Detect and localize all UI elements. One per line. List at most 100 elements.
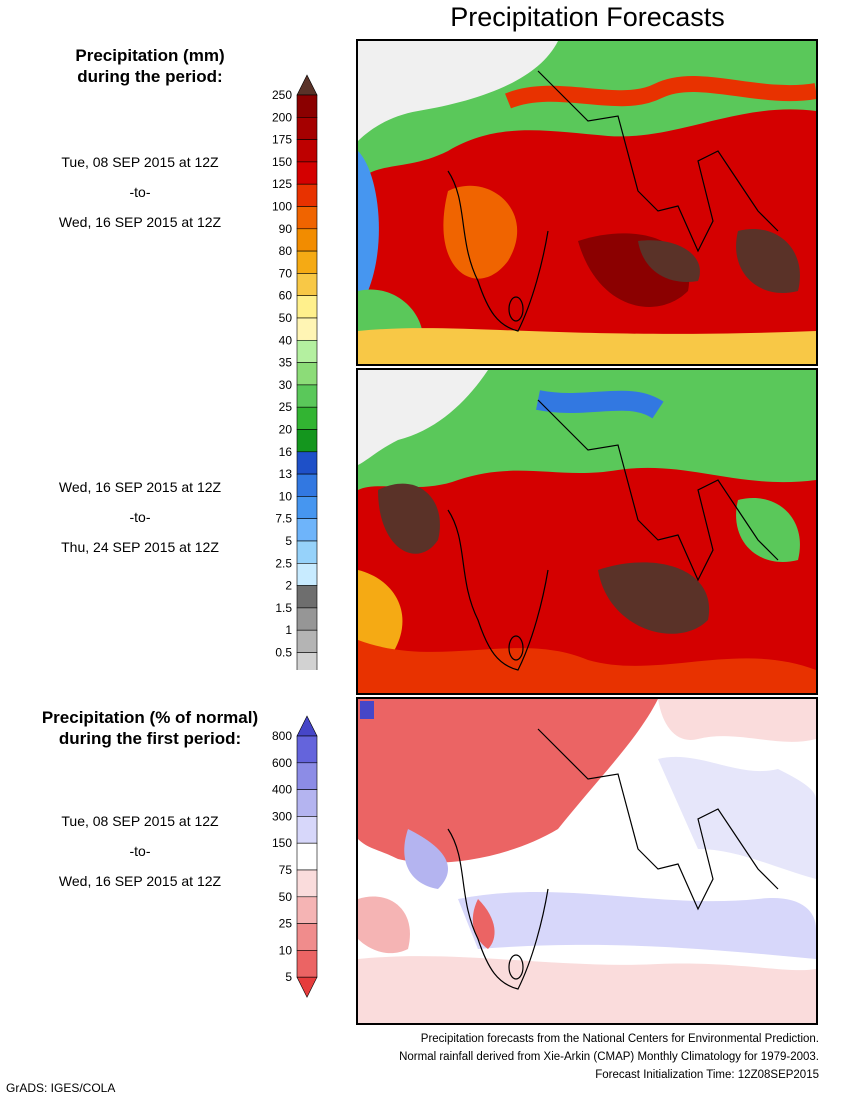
- colorbar-tick-label: 90: [279, 222, 293, 236]
- credits-line1: Precipitation forecasts from the Nationa…: [420, 1033, 819, 1045]
- colorbar-swatch: [296, 518, 318, 542]
- colorbar-tick-label: 200: [272, 110, 292, 124]
- colorbar-tick-label: 300: [272, 809, 292, 823]
- colorbar-swatch: [296, 139, 318, 163]
- colorbar-tick-label: 1: [285, 623, 292, 637]
- colorbar-tick-label: 125: [272, 177, 292, 191]
- colorbar-swatch: [296, 607, 318, 631]
- period2-to: Thu, 24 SEP 2015 at 12Z: [61, 539, 219, 555]
- colorbar-tick-label: 70: [279, 266, 293, 280]
- colorbar-tick-label: 100: [272, 200, 292, 214]
- colorbar-swatch: [296, 540, 318, 564]
- period1-from: Tue, 08 SEP 2015 at 12Z: [61, 154, 219, 170]
- credits: Precipitation forecasts from the Nationa…: [399, 1030, 819, 1084]
- colorbar-tick-label: 150: [272, 155, 292, 169]
- colorbar-tick-label: 400: [272, 783, 292, 797]
- colorbar-swatch: [296, 228, 318, 252]
- colorbar-tick-label: 25: [279, 400, 293, 414]
- colorbar-swatch: [296, 562, 318, 586]
- colorbar-swatch: [296, 339, 318, 363]
- colorbar-swatch: [296, 161, 318, 185]
- colorbar-swatch: [296, 295, 318, 319]
- period2-from: Wed, 16 SEP 2015 at 12Z: [58, 479, 222, 495]
- colorbar-swatch: [296, 451, 318, 475]
- colorbar-tick-label: 75: [279, 863, 293, 877]
- colorbar-tick-label: 250: [272, 88, 292, 102]
- colorbar-tick-label: 50: [279, 890, 293, 904]
- colorbar-swatch: [296, 842, 318, 871]
- credits-line2: Normal rainfall derived from Xie-Arkin (…: [399, 1051, 819, 1063]
- colorbar-arrow-top: [296, 74, 318, 96]
- colorbar-tick-label: 600: [272, 756, 292, 770]
- colorbar-arrow-top: [296, 715, 318, 737]
- colorbar-tick-label: 13: [279, 467, 293, 481]
- colorbar-tick-label: 50: [279, 311, 293, 325]
- colorbar-tick-label: 10: [279, 943, 293, 957]
- colorbar-swatch: [296, 273, 318, 296]
- colorbar-swatch: [296, 496, 318, 519]
- colorbar-arrow-bottom: [296, 976, 318, 998]
- colorbar-tick-label: 800: [272, 729, 292, 743]
- colorbar-swatch: [296, 869, 318, 898]
- percent-normal-map: [356, 697, 818, 1025]
- colorbar-swatch: [296, 94, 318, 118]
- period1-separator: -to-: [129, 184, 151, 200]
- anomaly-legend-heading: Precipitation (% of normal) during the f…: [20, 707, 280, 749]
- colorbar-tick-label: 35: [279, 356, 293, 370]
- colorbar-swatch: [296, 473, 318, 497]
- period1-label: Tue, 08 SEP 2015 at 12Z -to- Wed, 16 SEP…: [20, 152, 260, 232]
- amount-legend-heading-line2: during the period:: [77, 67, 223, 86]
- colorbar-swatch: [296, 923, 318, 951]
- colorbar-tick-label: 2: [285, 579, 292, 593]
- forecast-map-period2: [356, 368, 818, 695]
- colorbar-tick-label: 10: [279, 489, 293, 503]
- colorbar-tick-label: 0.5: [275, 646, 292, 660]
- colorbar-swatch: [296, 116, 318, 140]
- colorbar-swatch: [296, 362, 318, 386]
- colorbar-swatch: [296, 183, 318, 207]
- forecast-map-period1-image: [358, 41, 816, 364]
- colorbar-swatch: [296, 896, 318, 924]
- forecast-map-period2-image: [358, 370, 816, 693]
- amount-legend-heading: Precipitation (mm) during the period:: [20, 45, 280, 87]
- colorbar-tick-label: 16: [279, 445, 293, 459]
- colorbar-swatch: [296, 762, 318, 790]
- colorbar-swatch: [296, 317, 318, 341]
- colorbar-tick-label: 80: [279, 244, 293, 258]
- colorbar-swatch: [296, 585, 318, 609]
- period2-label: Wed, 16 SEP 2015 at 12Z -to- Thu, 24 SEP…: [20, 477, 260, 557]
- colorbar-swatch: [296, 250, 318, 274]
- colorbar-tick-label: 7.5: [275, 512, 292, 526]
- forecast-map-period1: [356, 39, 818, 366]
- period1-to: Wed, 16 SEP 2015 at 12Z: [58, 214, 222, 230]
- colorbar-swatch: [296, 384, 318, 408]
- colorbar-swatch: [296, 629, 318, 653]
- colorbar-swatch: [296, 816, 318, 844]
- period3-label: Tue, 08 SEP 2015 at 12Z -to- Wed, 16 SEP…: [20, 811, 260, 891]
- colorbar-swatch: [296, 406, 318, 430]
- colorbar-tick-label: 40: [279, 333, 293, 347]
- colorbar-swatch: [296, 652, 318, 670]
- amount-legend-heading-line1: Precipitation (mm): [75, 46, 225, 65]
- page-title: Precipitation Forecasts: [450, 2, 725, 32]
- colorbar-tick-label: 60: [279, 289, 293, 303]
- period2-separator: -to-: [129, 509, 151, 525]
- anomaly-legend-heading-line2: during the first period:: [58, 729, 242, 748]
- colorbar-tick-label: 5: [285, 534, 292, 548]
- colorbar-tick-label: 25: [279, 917, 293, 931]
- colorbar-tick-label: 2.5: [275, 556, 292, 570]
- anomaly-colorbar: 800 600 400 300 150 75 50 25 10 5: [272, 715, 318, 998]
- anomaly-legend-heading-line1: Precipitation (% of normal): [41, 708, 259, 727]
- colorbar-swatch: [296, 950, 318, 978]
- colorbar-tick-label: 175: [272, 133, 292, 147]
- colorbar-tick-label: 30: [279, 378, 293, 392]
- colorbar-tick-label: 1.5: [275, 601, 292, 615]
- period3-from: Tue, 08 SEP 2015 at 12Z: [61, 813, 219, 829]
- percent-normal-map-image: [358, 699, 816, 1023]
- colorbar-swatch: [296, 789, 318, 817]
- amount-colorbar: 2502001751501251009080706050403530252016…: [272, 74, 318, 670]
- colorbar-swatch: [296, 735, 318, 764]
- credits-line3: Forecast Initialization Time: 12Z08SEP20…: [595, 1069, 819, 1081]
- colorbar-tick-label: 5: [285, 970, 292, 984]
- colorbar-swatch: [296, 206, 318, 230]
